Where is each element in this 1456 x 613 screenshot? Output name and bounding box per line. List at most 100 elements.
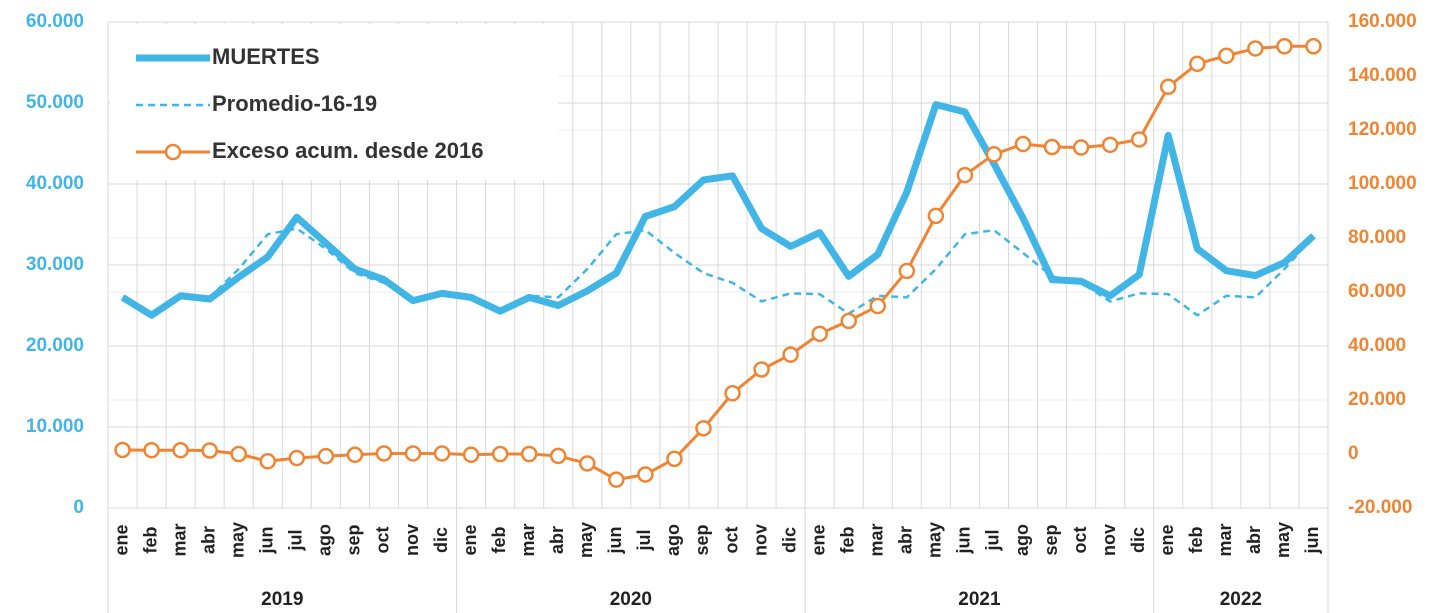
series-marker [1043,138,1061,156]
x-tick-label: may [227,522,247,558]
series-line [121,227,1315,317]
x-tick-label: nov [750,524,770,556]
series-marker [666,450,683,468]
series-marker [927,207,945,225]
x-tick-label: mar [867,523,887,556]
series-marker [1276,38,1293,55]
series-marker [201,442,218,459]
x-tick-label: jul [634,530,654,552]
series-marker [230,445,247,463]
y2-tick-label: -20.000 [1348,497,1412,518]
series-marker [433,445,451,462]
x-tick-label: sep [344,524,364,555]
series-marker [695,420,712,437]
x-tick-label: feb [489,526,509,553]
series-marker [956,166,974,184]
y2-tick-label: 140.000 [1348,65,1417,86]
y-tick-label: 30.000 [26,254,84,275]
series-marker [724,385,741,402]
x-tick-label: jun [257,527,277,555]
series-marker [346,446,364,464]
x-tick-label: oct [721,526,741,553]
series-marker [811,325,828,343]
series-marker [288,449,306,467]
x-tick-label: nov [1099,524,1119,556]
x-tick-label: ene [111,524,131,555]
series-marker [404,445,422,462]
x-tick-label: abr [896,526,916,554]
series-marker [1130,131,1148,148]
series-marker [1014,135,1032,153]
x-tick-label: ene [1157,524,1177,555]
series-marker [1072,139,1090,156]
x-tick-label: ago [663,524,683,556]
y2-tick-label: 20.000 [1348,389,1406,410]
legend-box [110,24,558,180]
x-tick-label: may [1273,522,1293,558]
x-tick-label: ago [1012,524,1032,556]
x-tick-label: feb [1186,526,1206,553]
y2-tick-label: 60.000 [1348,281,1406,302]
series-marker [143,441,160,459]
series-marker [579,455,596,472]
legend-label: MUERTES [212,44,320,69]
series-marker [520,445,538,463]
legend-label: Exceso acum. desde 2016 [212,138,484,163]
x-tick-label: jun [1302,527,1322,555]
series-marker [985,146,1003,163]
x-tick-label: abr [1244,526,1264,554]
y-tick-label: 50.000 [26,92,84,113]
series-marker [317,447,335,465]
series-marker [259,453,277,470]
x-tick-label: jul [286,530,306,552]
series-marker [608,471,625,488]
legend-label: Promedio-16-19 [212,91,377,116]
x-tick-label: oct [373,526,393,553]
series-marker [491,445,509,463]
series-marker [1218,47,1235,64]
x-tick-label: oct [1070,526,1090,553]
y-tick-label: 60.000 [26,11,84,32]
y2-tick-label: 80.000 [1348,227,1406,248]
series-marker [1101,136,1119,154]
x-tick-label: dic [779,527,799,553]
x-tick-label: mar [169,523,189,556]
series-marker [114,441,131,459]
series-marker [1247,40,1264,57]
x-tick-label: ago [315,524,335,556]
y-tick-label: 10.000 [26,416,84,437]
series-marker [898,262,916,280]
x-tick-label: jun [605,527,625,555]
x-tick-label: mar [518,523,538,556]
series-marker [172,441,189,459]
x-tick-label: sep [1041,524,1061,555]
x-tick-label: may [576,522,596,558]
x-group-label: 2019 [261,589,303,610]
series-marker [1159,78,1177,96]
x-tick-label: jun [954,527,974,555]
x-tick-label: ene [460,524,480,555]
series-marker [782,346,799,363]
y2-tick-label: 40.000 [1348,335,1406,356]
x-tick-label: may [925,522,945,558]
series-marker [1305,38,1322,55]
x-group-label: 2022 [1220,589,1262,610]
y2-tick-label: 160.000 [1348,11,1417,32]
x-tick-label: feb [837,526,857,553]
y-tick-label: 40.000 [26,173,84,194]
x-tick-label: dic [1128,527,1148,553]
series-marker [869,297,887,315]
y2-tick-label: 0 [1348,443,1359,464]
x-tick-label: feb [140,526,160,553]
x-tick-label: abr [198,526,218,554]
x-tick-label: nov [402,524,422,556]
x-group-label: 2020 [610,589,652,610]
x-tick-label: sep [692,524,712,555]
x-tick-label: ene [808,524,828,555]
y-tick-label: 0 [73,497,84,518]
series-line [120,101,1316,319]
y-tick-label: 20.000 [26,335,84,356]
series-marker [1189,55,1206,73]
x-group-label: 2021 [958,589,1001,610]
